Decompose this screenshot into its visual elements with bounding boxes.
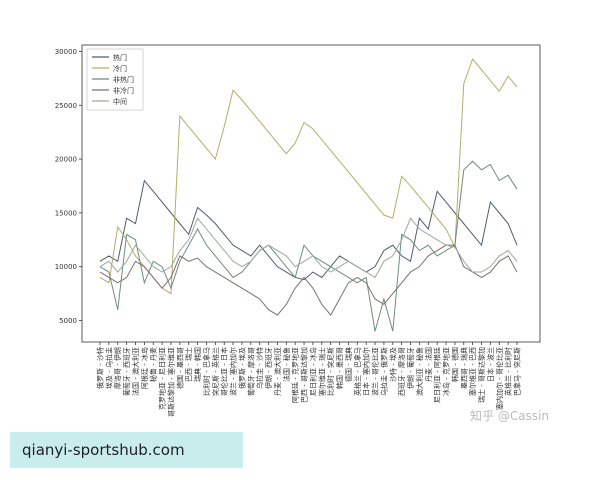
x-tick-label: 埃及 - 乌拉圭 (104, 347, 113, 389)
x-tick-label: 尼日利亚 - 冰岛 (308, 347, 317, 396)
x-tick-label: 葡萄牙 - 摩洛哥 (246, 347, 255, 396)
x-tick-label: 巴拿马 - 突尼斯 (513, 347, 522, 396)
x-tick-label: 阿根廷 - 克罗地亚 (291, 347, 300, 403)
series-line (99, 160, 518, 332)
y-tick-label: 15000 (55, 209, 77, 217)
x-tick-label: 摩洛哥 - 伊朗 (113, 347, 122, 389)
x-tick-label: 波兰 - 哥伦比亚 (371, 347, 380, 396)
x-tick-label: 塞内加尔 - 哥伦比亚 (495, 347, 504, 410)
x-tick-label: 瑞士 - 哥斯达黎加 (477, 347, 486, 403)
series-line (99, 57, 518, 295)
x-tick-label: 俄罗斯 - 沙特 (96, 347, 105, 389)
y-tick-label: 25000 (55, 102, 77, 110)
x-tick-label: 冰岛 - 克罗地亚 (442, 347, 451, 396)
x-tick-label: 俄罗斯 - 埃及 (237, 347, 246, 389)
x-tick-label: 波兰 - 塞内加尔 (229, 347, 238, 396)
x-tick-label: 伊朗 - 葡萄牙 (406, 347, 415, 389)
x-tick-label: 西班牙 - 摩洛哥 (397, 347, 406, 396)
x-tick-label: 墨西哥 - 瑞典 (459, 347, 468, 389)
y-tick-label: 10000 (55, 263, 77, 271)
series-line (99, 179, 518, 281)
x-tick-label: 丹麦 - 法国 (424, 347, 433, 382)
x-tick-label: 葡萄牙 - 西班牙 (122, 347, 131, 396)
x-tick-label: 伊朗 - 西班牙 (264, 347, 273, 389)
plot-frame (81, 44, 541, 343)
x-tick-label: 德国 - 墨西哥 (175, 347, 184, 389)
x-tick-label: 巴西 - 瑞士 (184, 347, 193, 382)
x-tick-label: 尼日利亚 - 阿根廷 (433, 347, 442, 403)
y-tick-label: 5000 (59, 317, 77, 325)
legend-label: 非热门 (113, 75, 134, 84)
x-tick-label: 比利时 - 突尼斯 (326, 347, 335, 396)
legend-label: 非冷门 (113, 86, 134, 95)
series-line (99, 244, 518, 316)
watermark: 知乎 @Cassin (470, 409, 549, 423)
x-tick-label: 英格兰 - 巴拿马 (353, 347, 362, 396)
x-tick-label: 突尼斯 - 英格兰 (211, 347, 220, 396)
x-tick-label: 澳大利亚 - 秘鲁 (415, 347, 424, 396)
y-tick-label: 20000 (55, 156, 77, 164)
banner: qianyi-sportshub.com (10, 432, 243, 468)
x-tick-label: 日本 - 波兰 (486, 347, 495, 382)
x-tick-label: 巴西 - 哥斯达黎加 (300, 347, 309, 403)
y-tick-label: 30000 (55, 48, 77, 56)
x-tick-label: 乌拉圭 - 沙特 (255, 347, 264, 389)
x-tick-label: 乌拉圭 - 俄罗斯 (379, 347, 388, 396)
x-tick-label: 韩国 - 墨西哥 (335, 347, 344, 389)
x-tick-label: 比利时 - 巴拿马 (202, 347, 211, 396)
x-tick-label: 克罗地亚 - 尼日利亚 (158, 347, 167, 410)
x-tick-label: 法国 - 澳大利亚 (131, 347, 140, 396)
legend-label: 中间 (113, 97, 127, 106)
x-tick-label: 瑞典 - 韩国 (193, 347, 202, 382)
x-tick-label: 英格兰 - 比利时 (504, 347, 513, 396)
x-tick-label: 阿根廷 - 冰岛 (140, 347, 149, 389)
x-tick-label: 沙特 - 埃及 (388, 347, 397, 382)
x-tick-label: 塞尔维亚 - 瑞士 (317, 347, 326, 396)
x-tick-label: 丹麦 - 澳大利亚 (273, 347, 282, 396)
x-tick-label: 韩国 - 德国 (450, 347, 459, 382)
x-tick-label: 法国 - 秘鲁 (282, 347, 291, 382)
legend-label: 热门 (113, 53, 127, 62)
x-tick-label: 哥斯达黎加 - 塞尔维亚 (166, 347, 175, 417)
x-tick-label: 日本 - 塞内加尔 (362, 347, 371, 396)
series-line (99, 217, 518, 279)
x-tick-label: 哥伦比亚 - 日本 (220, 347, 229, 396)
legend-label: 冷门 (113, 64, 127, 73)
x-tick-label: 德国 - 瑞典 (344, 347, 353, 382)
x-tick-label: 塞尔维亚 - 巴西 (468, 347, 477, 396)
x-tick-label: 秘鲁 - 丹麦 (149, 347, 158, 382)
